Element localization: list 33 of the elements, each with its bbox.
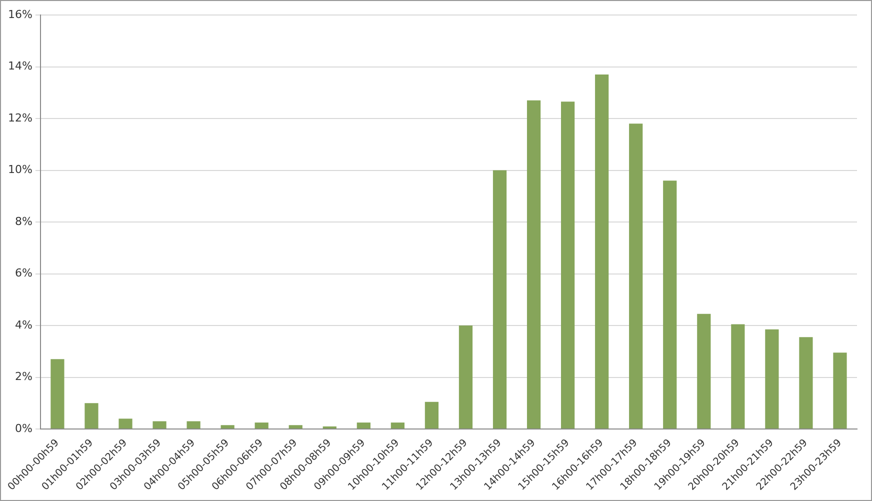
bar bbox=[629, 124, 643, 429]
bar bbox=[458, 326, 473, 429]
bar bbox=[186, 421, 200, 429]
bar bbox=[833, 352, 847, 429]
bar bbox=[288, 425, 302, 429]
bar bbox=[799, 337, 813, 429]
bar bbox=[731, 324, 745, 429]
bar bbox=[561, 102, 575, 429]
y-tick-label: 2% bbox=[14, 370, 32, 384]
bar bbox=[84, 403, 98, 429]
y-tick-label: 14% bbox=[8, 60, 32, 73]
y-tick-label: 8% bbox=[14, 214, 32, 228]
bar bbox=[697, 314, 711, 429]
y-tick-label: 16% bbox=[8, 8, 32, 21]
bar bbox=[663, 180, 677, 429]
bar bbox=[424, 402, 439, 429]
y-tick-label: 10% bbox=[8, 163, 32, 176]
bar bbox=[390, 422, 404, 429]
y-tick-label: 4% bbox=[14, 318, 32, 332]
bar bbox=[152, 421, 166, 429]
bar bbox=[50, 359, 64, 429]
bar bbox=[118, 418, 132, 429]
bar bbox=[492, 170, 507, 429]
bar bbox=[356, 422, 370, 429]
bar bbox=[526, 100, 541, 429]
bar bbox=[765, 329, 779, 429]
bar bbox=[595, 74, 609, 429]
bar bbox=[322, 426, 336, 429]
y-tick-label: 0% bbox=[14, 422, 32, 435]
y-tick-label: 12% bbox=[8, 111, 32, 124]
bar bbox=[254, 422, 268, 429]
bar bbox=[220, 425, 234, 429]
y-tick-label: 6% bbox=[14, 266, 32, 280]
